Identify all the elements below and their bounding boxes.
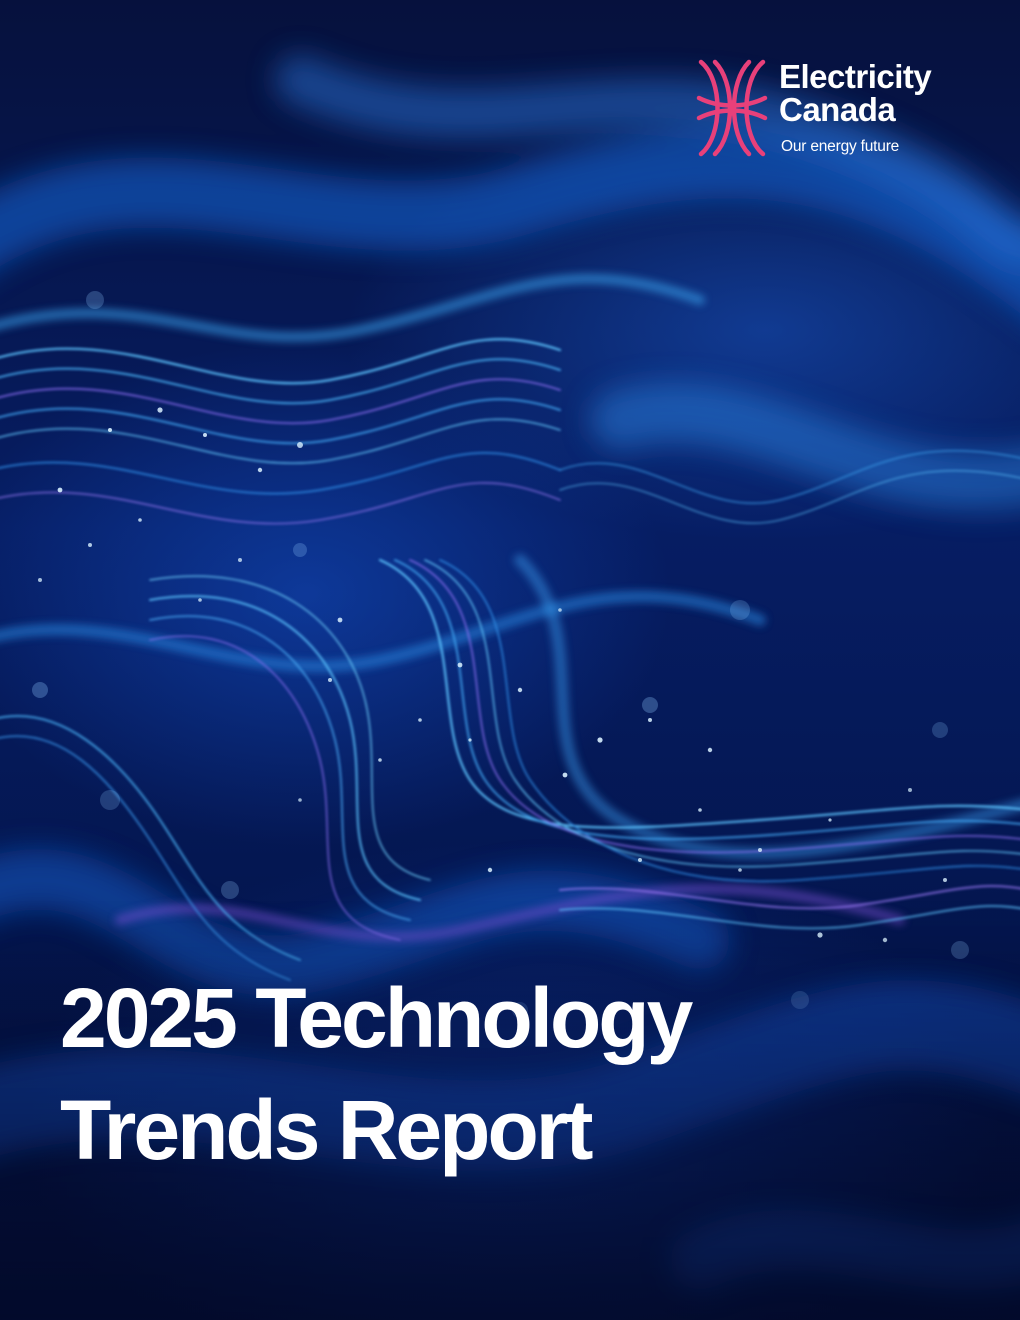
report-title-line2: Trends Report (60, 1083, 593, 1177)
logo-name-line2: Canada (779, 91, 896, 128)
report-title: 2025 Technology Trends Report (60, 962, 693, 1186)
logo-wordmark: Electricity Canada (779, 58, 932, 128)
electricity-canada-logo: Electricity Canada Our energy future (695, 58, 975, 168)
report-title-line1: 2025 Technology (60, 971, 693, 1065)
logo-name-line1: Electricity (779, 58, 932, 95)
electricity-canada-mark-icon (696, 59, 768, 157)
logo-tagline: Our energy future (781, 138, 900, 155)
